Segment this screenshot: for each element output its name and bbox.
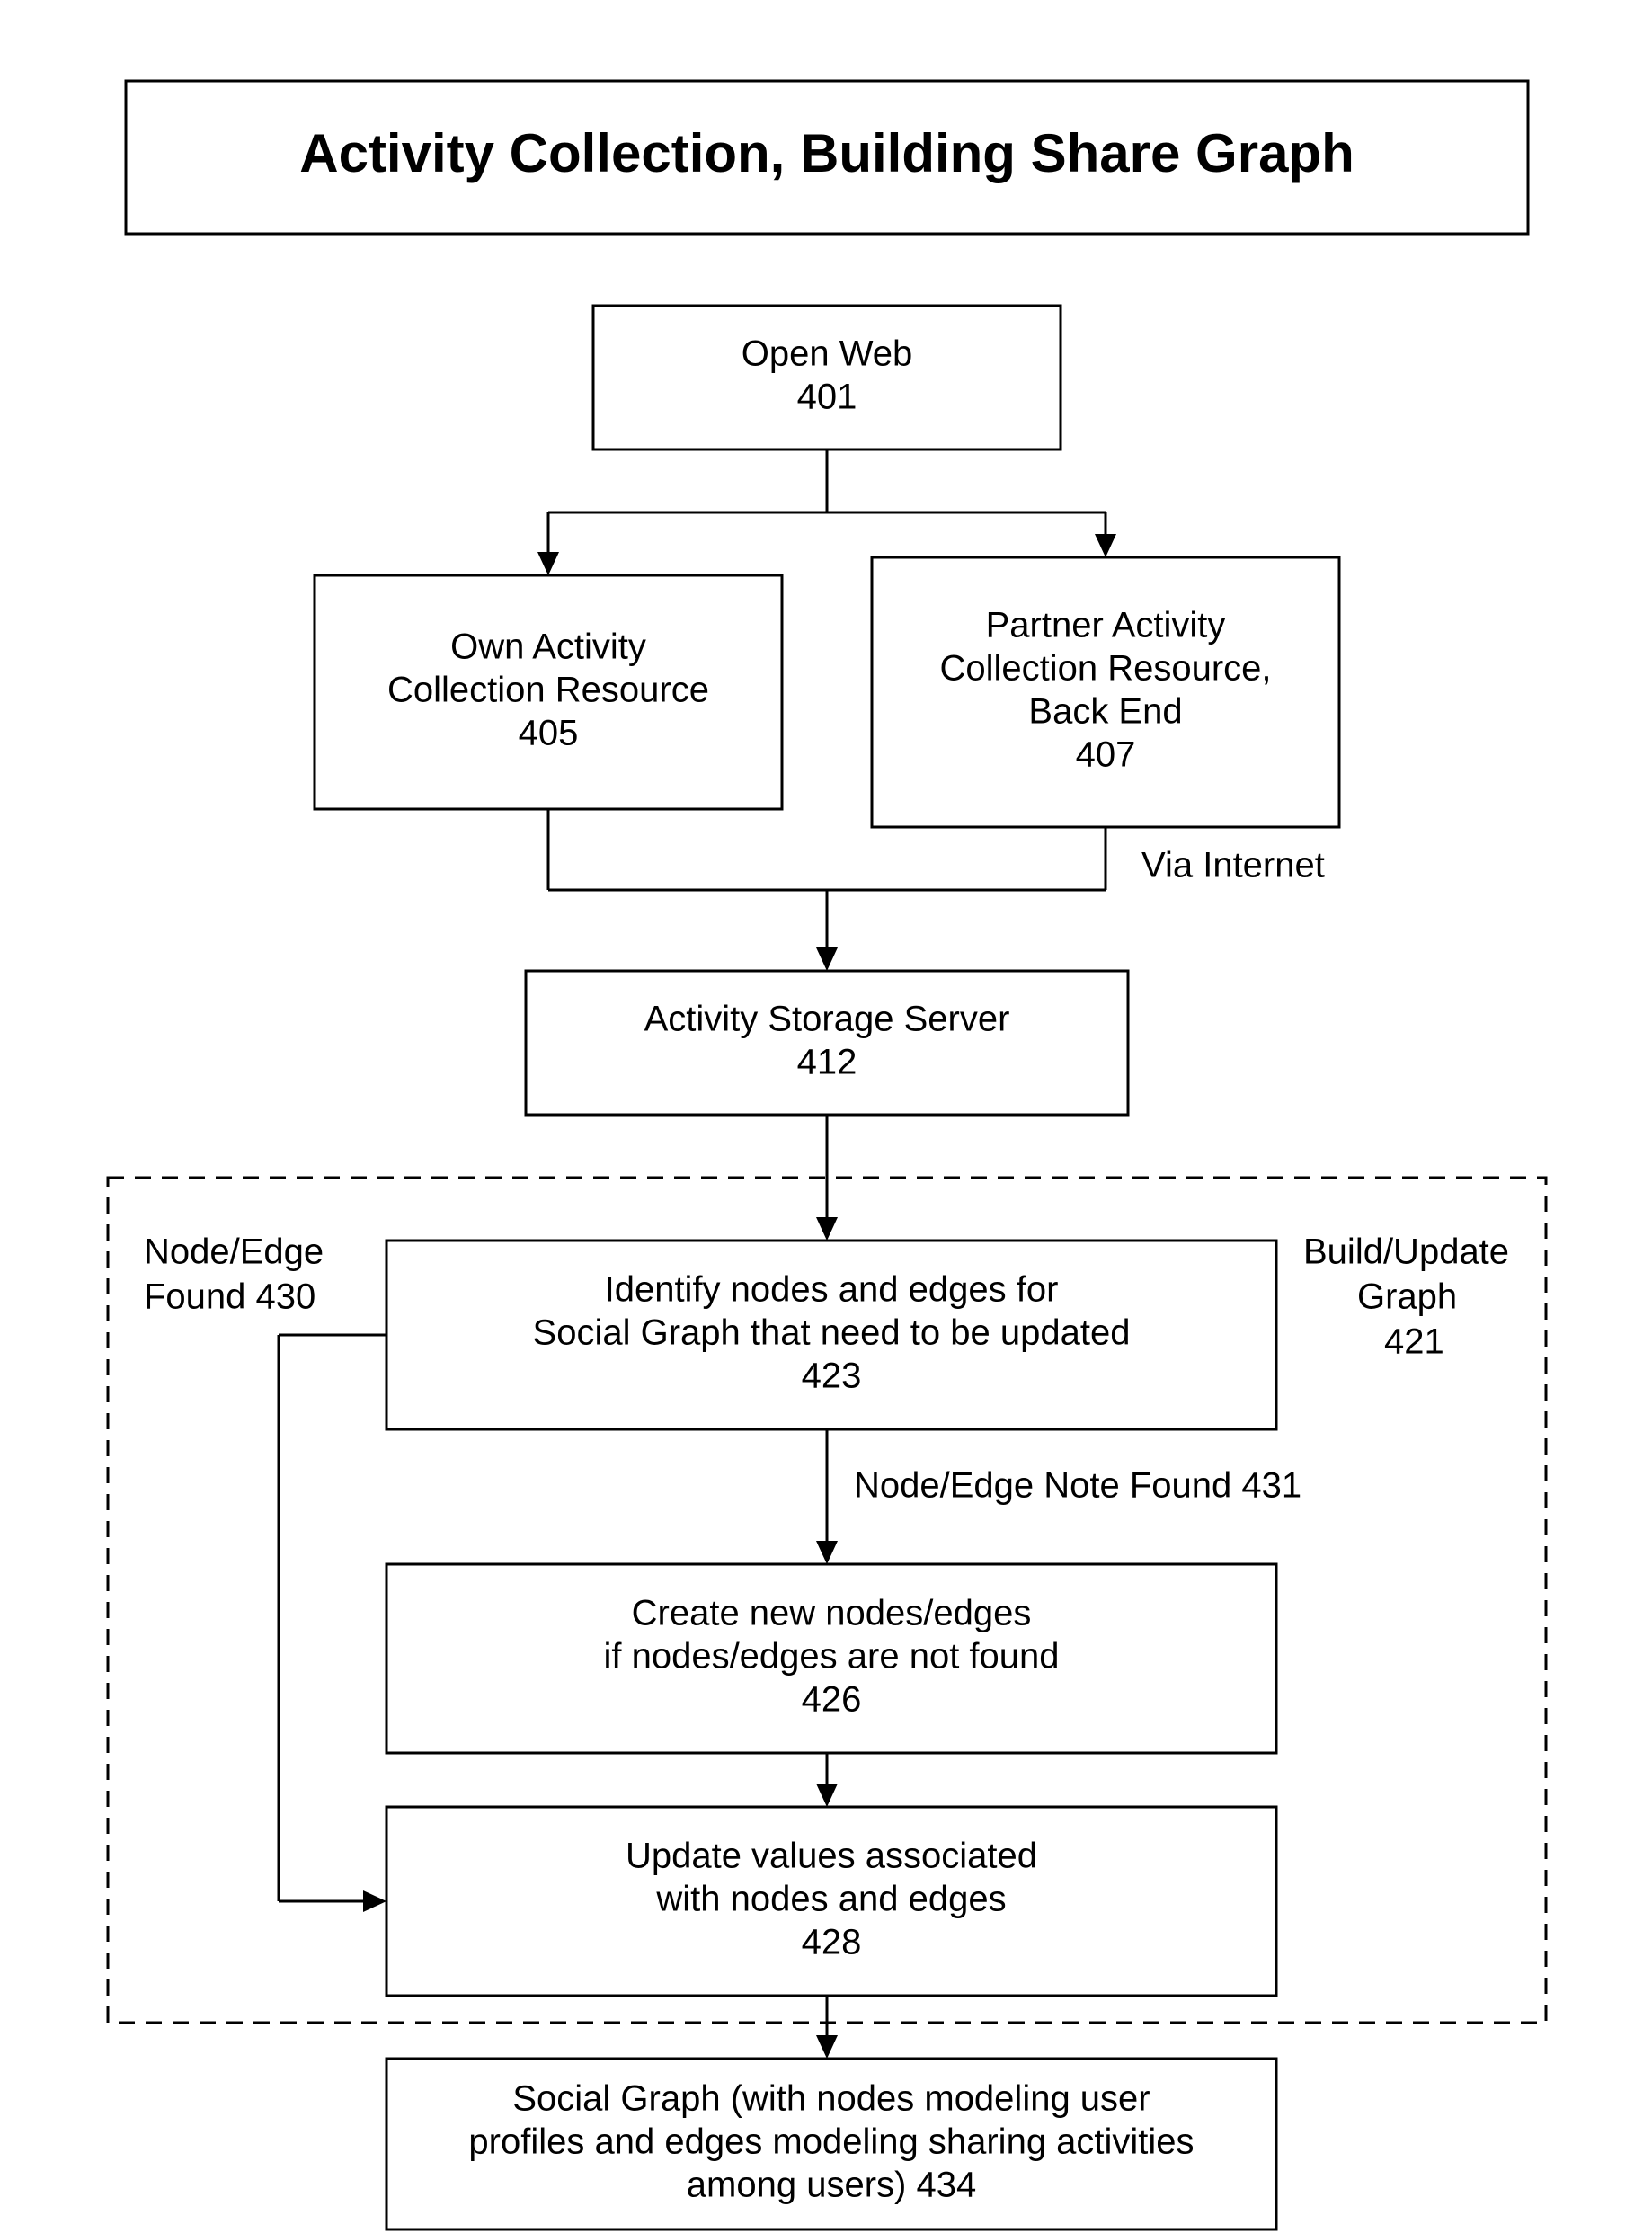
label: Found 430 <box>144 1277 315 1317</box>
node-n428-line-1: with nodes and edges <box>655 1880 1006 1919</box>
title-text: Activity Collection, Building Share Grap… <box>299 123 1354 183</box>
node-n407-line-3: 407 <box>1076 735 1136 775</box>
label: Node/Edge <box>144 1232 324 1272</box>
node-n428-line-0: Update values associated <box>626 1837 1037 1876</box>
node-n407-line-1: Collection Resource, <box>939 649 1271 689</box>
node-n426-line-1: if nodes/edges are not found <box>603 1637 1059 1677</box>
node-n426-line-0: Create new nodes/edges <box>632 1594 1032 1633</box>
node-n401-line-0: Open Web <box>742 334 913 374</box>
node-n405-line-2: 405 <box>519 714 579 753</box>
node-n401-line-1: 401 <box>797 378 857 417</box>
flowchart-diagram: Activity Collection, Building Share Grap… <box>0 0 1652 2233</box>
node-n434-line-0: Social Graph (with nodes modeling user <box>512 2079 1150 2119</box>
node-n412-line-0: Activity Storage Server <box>644 1000 1010 1039</box>
label: Node/Edge Note Found 431 <box>854 1466 1301 1506</box>
node-n428-line-2: 428 <box>802 1923 862 1962</box>
label: Via Internet <box>1141 846 1325 885</box>
label: 421 <box>1384 1322 1444 1362</box>
node-n405-line-0: Own Activity <box>450 627 646 667</box>
node-n434-line-2: among users) 434 <box>687 2166 976 2205</box>
node-n426-line-2: 426 <box>802 1680 862 1720</box>
node-n434-line-1: profiles and edges modeling sharing acti… <box>468 2122 1194 2162</box>
node-n407-line-2: Back End <box>1028 692 1182 732</box>
node-n423-line-2: 423 <box>802 1357 862 1396</box>
label: Graph <box>1357 1277 1457 1317</box>
node-n407-line-0: Partner Activity <box>986 606 1226 645</box>
node-n423-line-0: Identify nodes and edges for <box>605 1270 1059 1310</box>
node-n412-line-1: 412 <box>797 1043 857 1082</box>
node-n423-line-1: Social Graph that need to be updated <box>533 1313 1131 1353</box>
label: Build/Update <box>1303 1232 1509 1272</box>
node-n405-line-1: Collection Resource <box>387 671 709 710</box>
